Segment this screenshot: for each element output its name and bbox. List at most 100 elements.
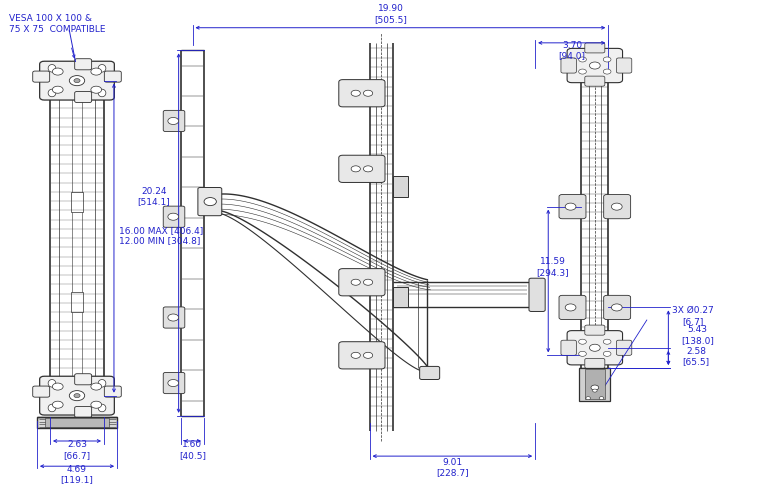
FancyBboxPatch shape [585,43,605,53]
FancyBboxPatch shape [198,187,222,216]
FancyBboxPatch shape [75,374,92,385]
Ellipse shape [99,380,106,387]
Circle shape [604,69,611,74]
Circle shape [351,166,360,172]
Ellipse shape [48,65,56,72]
Circle shape [91,401,102,408]
Ellipse shape [48,89,56,97]
Text: 11.59
[294.3]: 11.59 [294.3] [537,258,569,277]
FancyBboxPatch shape [105,71,122,82]
FancyBboxPatch shape [604,295,631,320]
FancyBboxPatch shape [559,295,586,320]
Circle shape [69,76,85,86]
Circle shape [74,79,80,83]
FancyBboxPatch shape [420,366,440,380]
Text: VESA 100 X 100 &
75 X 75  COMPATIBLE: VESA 100 X 100 & 75 X 75 COMPATIBLE [9,14,105,33]
Text: 5.43
[138.0]: 5.43 [138.0] [681,326,714,345]
Circle shape [565,203,576,210]
Circle shape [363,90,373,96]
Circle shape [351,279,360,285]
Text: 2.58
[65.5]: 2.58 [65.5] [682,347,710,366]
FancyBboxPatch shape [567,331,622,365]
Circle shape [168,314,179,321]
Circle shape [168,380,179,387]
FancyBboxPatch shape [75,92,92,103]
Circle shape [611,203,622,210]
FancyBboxPatch shape [561,340,576,355]
FancyBboxPatch shape [40,376,115,415]
FancyBboxPatch shape [339,342,385,369]
Ellipse shape [48,380,56,387]
Circle shape [52,383,63,390]
FancyBboxPatch shape [559,195,586,219]
Circle shape [611,304,622,311]
FancyBboxPatch shape [75,59,92,70]
FancyBboxPatch shape [163,110,185,132]
FancyBboxPatch shape [561,58,576,73]
Circle shape [351,352,360,358]
FancyBboxPatch shape [585,76,605,86]
Circle shape [52,86,63,93]
Text: 3.70
[94.0]: 3.70 [94.0] [558,41,586,60]
FancyBboxPatch shape [604,195,631,219]
Text: 4.69
[119.1]: 4.69 [119.1] [61,465,93,484]
Circle shape [351,90,360,96]
Circle shape [579,351,587,356]
Circle shape [590,62,600,69]
Bar [71,292,83,312]
Text: 9.01
[228.7]: 9.01 [228.7] [437,458,469,477]
FancyBboxPatch shape [339,155,385,182]
Text: 19.90
[505.5]: 19.90 [505.5] [375,5,407,24]
Ellipse shape [99,404,106,412]
FancyBboxPatch shape [529,278,545,311]
Circle shape [591,385,599,390]
Circle shape [52,401,63,408]
FancyBboxPatch shape [163,372,185,394]
Circle shape [91,86,102,93]
Circle shape [363,166,373,172]
Circle shape [590,344,600,351]
FancyBboxPatch shape [32,386,49,397]
Circle shape [586,397,591,400]
Circle shape [363,279,373,285]
FancyBboxPatch shape [32,71,49,82]
FancyBboxPatch shape [616,340,631,355]
Text: 1.60
[40.5]: 1.60 [40.5] [179,440,206,460]
FancyBboxPatch shape [585,358,605,368]
Bar [579,368,610,401]
FancyBboxPatch shape [163,307,185,328]
FancyBboxPatch shape [339,269,385,296]
Circle shape [168,117,179,124]
FancyBboxPatch shape [75,406,92,417]
Circle shape [565,304,576,311]
Ellipse shape [99,89,106,97]
Circle shape [91,68,102,75]
Circle shape [579,339,587,344]
Circle shape [604,57,611,62]
Text: 3X Ø0.27
[6.7]: 3X Ø0.27 [6.7] [672,306,714,326]
Bar [585,369,604,399]
Circle shape [91,383,102,390]
Circle shape [593,389,597,392]
Circle shape [204,198,216,206]
Circle shape [52,68,63,75]
Text: 20.24
[514.1]: 20.24 [514.1] [138,187,170,206]
Circle shape [604,339,611,344]
Circle shape [604,351,611,356]
Circle shape [69,391,85,401]
Circle shape [168,213,179,220]
Ellipse shape [48,404,56,412]
FancyBboxPatch shape [105,386,122,397]
Circle shape [579,69,587,74]
Circle shape [74,394,80,398]
Text: 2.63
[66.7]: 2.63 [66.7] [63,440,91,460]
Circle shape [599,397,604,400]
Bar [393,287,408,307]
Circle shape [363,352,373,358]
FancyBboxPatch shape [616,58,631,73]
Bar [71,192,83,212]
Bar [37,417,117,428]
Bar [45,418,109,427]
FancyBboxPatch shape [585,325,605,335]
FancyBboxPatch shape [567,48,622,83]
